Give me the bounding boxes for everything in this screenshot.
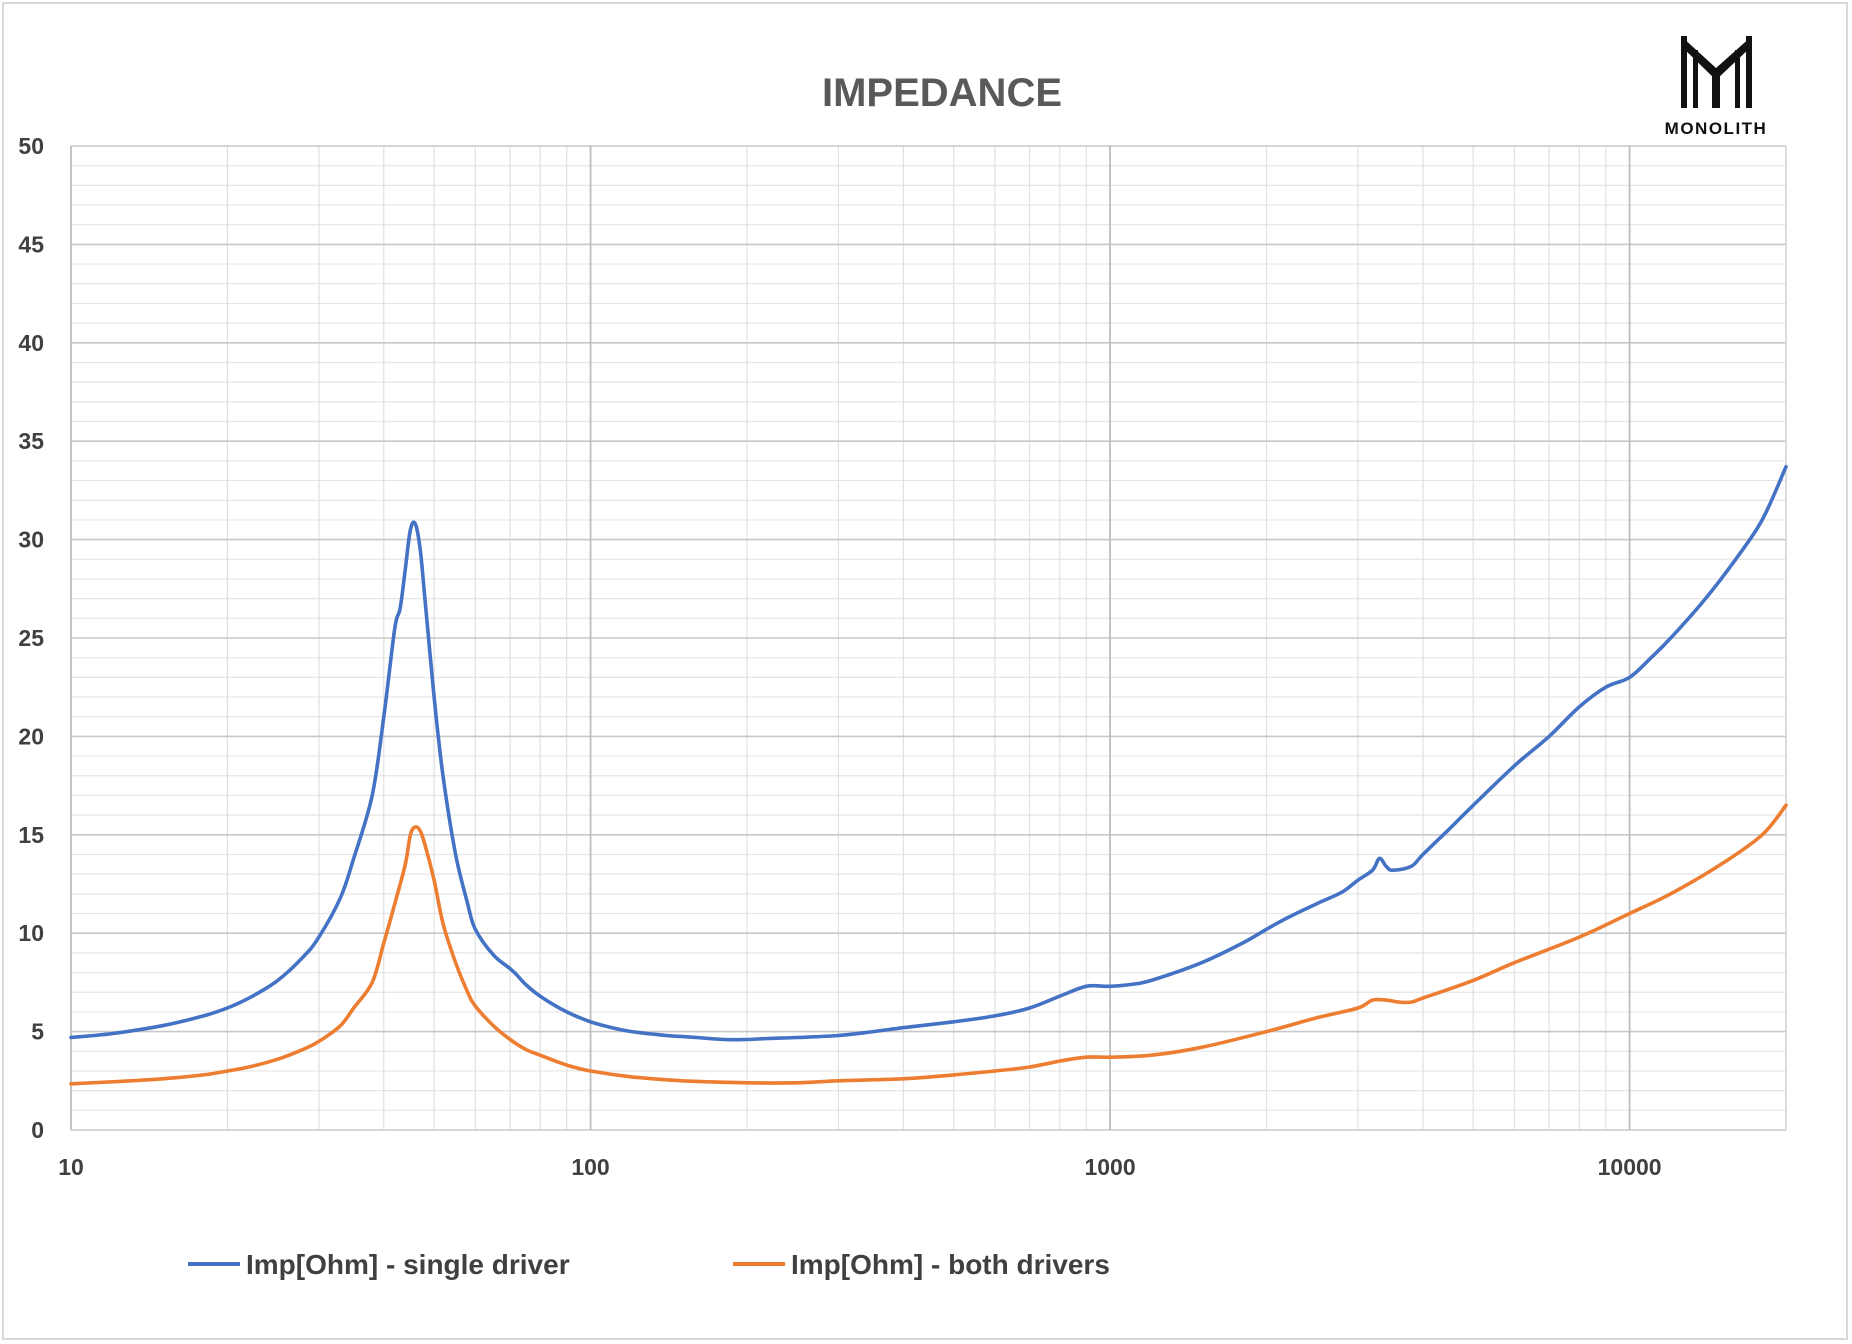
- y-tick-label: 50: [18, 133, 44, 159]
- y-tick-label: 15: [18, 822, 44, 848]
- legend-label-single-driver: Imp[Ohm] - single driver: [246, 1249, 570, 1280]
- series-line-single-driver: [69, 465, 1788, 1042]
- x-tick-label: 10000: [1598, 1154, 1662, 1180]
- legend: Imp[Ohm] - single driver Imp[Ohm] - both…: [188, 1249, 1110, 1280]
- y-tick-label: 5: [31, 1019, 44, 1045]
- y-tick-label: 0: [31, 1117, 44, 1143]
- y-tick-label: 10: [18, 920, 44, 946]
- x-axis-ticks: 10 100 1000 10000: [58, 1154, 1661, 1180]
- major-gridlines: [70, 145, 1787, 1131]
- series-line-both-drivers: [69, 803, 1788, 1086]
- chart-title: IMPEDANCE: [822, 71, 1062, 115]
- brand-logo: MONOLITH: [1665, 36, 1768, 138]
- series-lines: [69, 465, 1788, 1086]
- x-tick-label: 100: [571, 1154, 609, 1180]
- brand-name: MONOLITH: [1665, 119, 1768, 138]
- y-tick-label: 20: [18, 723, 44, 749]
- y-tick-label: 30: [18, 527, 44, 553]
- legend-item-both-drivers: Imp[Ohm] - both drivers: [733, 1249, 1110, 1280]
- y-tick-label: 45: [18, 231, 44, 257]
- y-tick-label: 25: [18, 625, 44, 651]
- x-tick-label: 10: [58, 1154, 84, 1180]
- y-axis-ticks: 0 5 10 15 20 25 30 35 40 45 50: [18, 133, 44, 1143]
- y-tick-label: 35: [18, 428, 44, 454]
- y-tick-label: 40: [18, 330, 44, 356]
- monolith-logo-icon: [1681, 36, 1752, 108]
- legend-label-both-drivers: Imp[Ohm] - both drivers: [791, 1249, 1110, 1280]
- x-tick-label: 1000: [1084, 1154, 1135, 1180]
- legend-item-single-driver: Imp[Ohm] - single driver: [188, 1249, 570, 1280]
